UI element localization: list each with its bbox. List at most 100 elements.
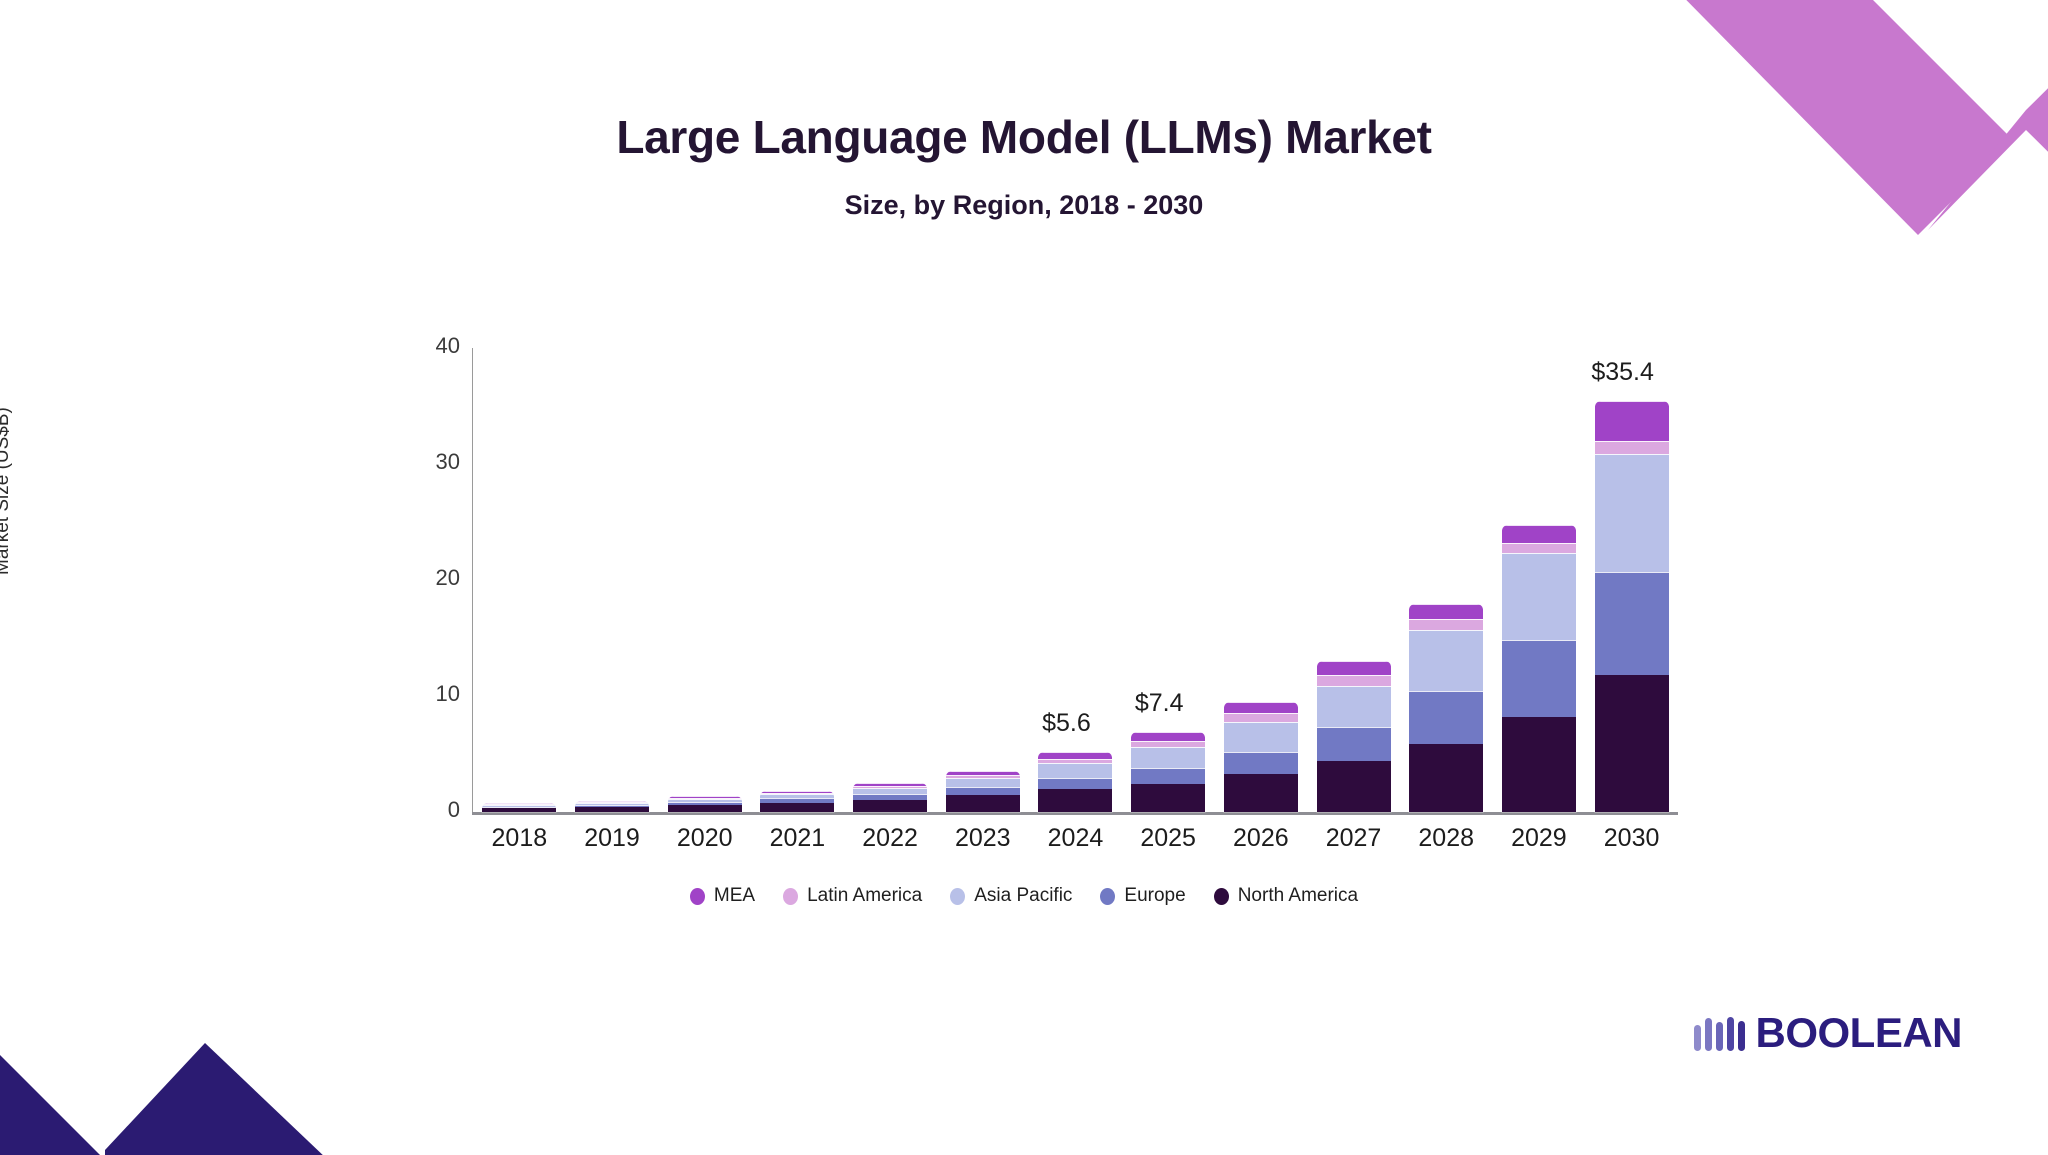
bar-segment-asia-pacific[interactable] [1501,553,1576,641]
bar-segment-north-america[interactable] [945,795,1020,812]
logo-bar-icon-3 [1715,1022,1723,1051]
bar-segment-north-america[interactable] [667,804,742,812]
bar-group-2023[interactable] [937,348,1029,812]
bar-segment-europe[interactable] [945,786,1020,796]
bar-segment-mea[interactable] [667,796,742,798]
legend-item-asia-pacific[interactable]: Asia Pacific [950,885,1072,907]
bar-segment-latin-america[interactable] [575,802,650,804]
bar-segment-mea[interactable] [1223,701,1298,714]
stacked-bar[interactable] [1409,604,1484,812]
bar-segment-north-america[interactable] [1409,743,1484,812]
bar-segment-north-america[interactable] [1038,789,1113,812]
bar-segment-europe[interactable] [1501,640,1576,717]
stacked-bar[interactable] [1594,401,1669,812]
bar-segment-latin-america[interactable] [667,797,742,799]
bar-group-2029[interactable] [1493,348,1585,812]
bar-segment-europe[interactable] [1038,777,1113,790]
bar-segment-europe[interactable] [1316,727,1391,761]
bar-segment-europe[interactable] [575,805,650,808]
bar-segment-mea[interactable] [1409,604,1484,620]
bar-segment-asia-pacific[interactable] [853,788,928,795]
legend-item-north-america[interactable]: North America [1213,885,1358,907]
bar-segment-europe[interactable] [482,806,557,809]
bar-group-2018[interactable] [473,348,565,812]
stacked-bar[interactable] [482,803,557,812]
bar-segment-mea[interactable] [853,783,928,787]
bar-segment-europe[interactable] [1223,752,1298,774]
bar-group-2028[interactable] [1400,348,1492,812]
bar-segment-north-america[interactable] [1316,760,1391,812]
bar-segment-asia-pacific[interactable] [1594,453,1669,572]
stacked-bar[interactable] [667,796,742,812]
bar-group-2030[interactable]: $35.4 [1586,348,1678,812]
bar-segment-mea[interactable] [1131,732,1206,741]
bar-segment-mea[interactable] [945,770,1020,775]
legend-item-europe[interactable]: Europe [1100,885,1186,907]
bar-segment-asia-pacific[interactable] [482,805,557,807]
bar-segment-latin-america[interactable] [760,792,835,794]
bar-segment-mea[interactable] [760,790,835,793]
bar-segment-europe[interactable] [1131,767,1206,784]
bar-segment-north-america[interactable] [1131,783,1206,812]
legend-label: Europe [1124,885,1186,906]
bar-segment-mea[interactable] [1038,752,1113,759]
bar-segment-latin-america[interactable] [1131,740,1206,748]
bar-segment-latin-america[interactable] [1038,758,1113,764]
bar-group-2019[interactable] [566,348,658,812]
bar-segment-asia-pacific[interactable] [1409,629,1484,692]
bar-segment-latin-america[interactable] [1223,713,1298,723]
bar-segment-asia-pacific[interactable] [667,798,742,802]
bar-segment-latin-america[interactable] [1501,543,1576,554]
bar-segment-north-america[interactable] [1501,716,1576,812]
bar-group-2021[interactable] [751,348,843,812]
bar-group-2022[interactable] [844,348,936,812]
bar-segment-asia-pacific[interactable] [760,793,835,799]
bar-segment-latin-america[interactable] [1594,440,1669,454]
bar-segment-north-america[interactable] [575,807,650,812]
bar-segment-asia-pacific[interactable] [1223,722,1298,753]
bar-segment-asia-pacific[interactable] [945,777,1020,787]
bar-segment-asia-pacific[interactable] [1131,747,1206,768]
legend-swatch-icon [783,887,799,905]
bar-segment-mea[interactable] [575,801,650,803]
bar-group-2025[interactable]: $7.4 [1122,348,1214,812]
stacked-bar[interactable] [1316,660,1391,812]
bar-segment-asia-pacific[interactable] [1316,685,1391,728]
bar-segment-latin-america[interactable] [853,786,928,789]
legend-item-latin-america[interactable]: Latin America [783,885,922,907]
bar-group-2024[interactable]: $5.6 [1029,348,1121,812]
bar-segment-mea[interactable] [1501,524,1576,544]
bar-segment-asia-pacific[interactable] [575,803,650,806]
bar-segment-mea[interactable] [1316,660,1391,675]
stacked-bar[interactable] [1131,732,1206,812]
bar-segment-north-america[interactable] [1594,675,1669,812]
bar-segment-europe[interactable] [853,794,928,800]
stacked-bar[interactable] [1223,701,1298,812]
stacked-bar[interactable] [853,783,928,812]
stacked-bar[interactable] [945,770,1020,812]
bar-group-2027[interactable] [1308,348,1400,812]
bar-segment-north-america[interactable] [482,808,557,812]
bar-segment-europe[interactable] [1594,571,1669,676]
bar-group-2020[interactable] [659,348,751,812]
stacked-bar[interactable] [575,801,650,812]
legend-item-mea[interactable]: MEA [689,885,755,907]
bar-segment-europe[interactable] [760,798,835,803]
bar-group-2026[interactable] [1215,348,1307,812]
bar-segment-north-america[interactable] [760,802,835,812]
bar-segment-north-america[interactable] [1223,773,1298,812]
bar-segment-asia-pacific[interactable] [1038,763,1113,778]
bar-segment-mea[interactable] [482,803,557,805]
bar-segment-latin-america[interactable] [1316,674,1391,686]
bar-segment-latin-america[interactable] [945,774,1020,778]
stacked-bar[interactable] [760,790,835,812]
bar-segment-latin-america[interactable] [1409,619,1484,630]
stacked-bar[interactable] [1038,752,1113,812]
stacked-bar[interactable] [1501,524,1576,812]
bar-segment-latin-america[interactable] [482,804,557,806]
bar-segment-north-america[interactable] [853,799,928,812]
bar-segment-europe[interactable] [1409,691,1484,744]
bar-segment-mea[interactable] [1594,401,1669,441]
bar-segment-europe[interactable] [667,801,742,805]
